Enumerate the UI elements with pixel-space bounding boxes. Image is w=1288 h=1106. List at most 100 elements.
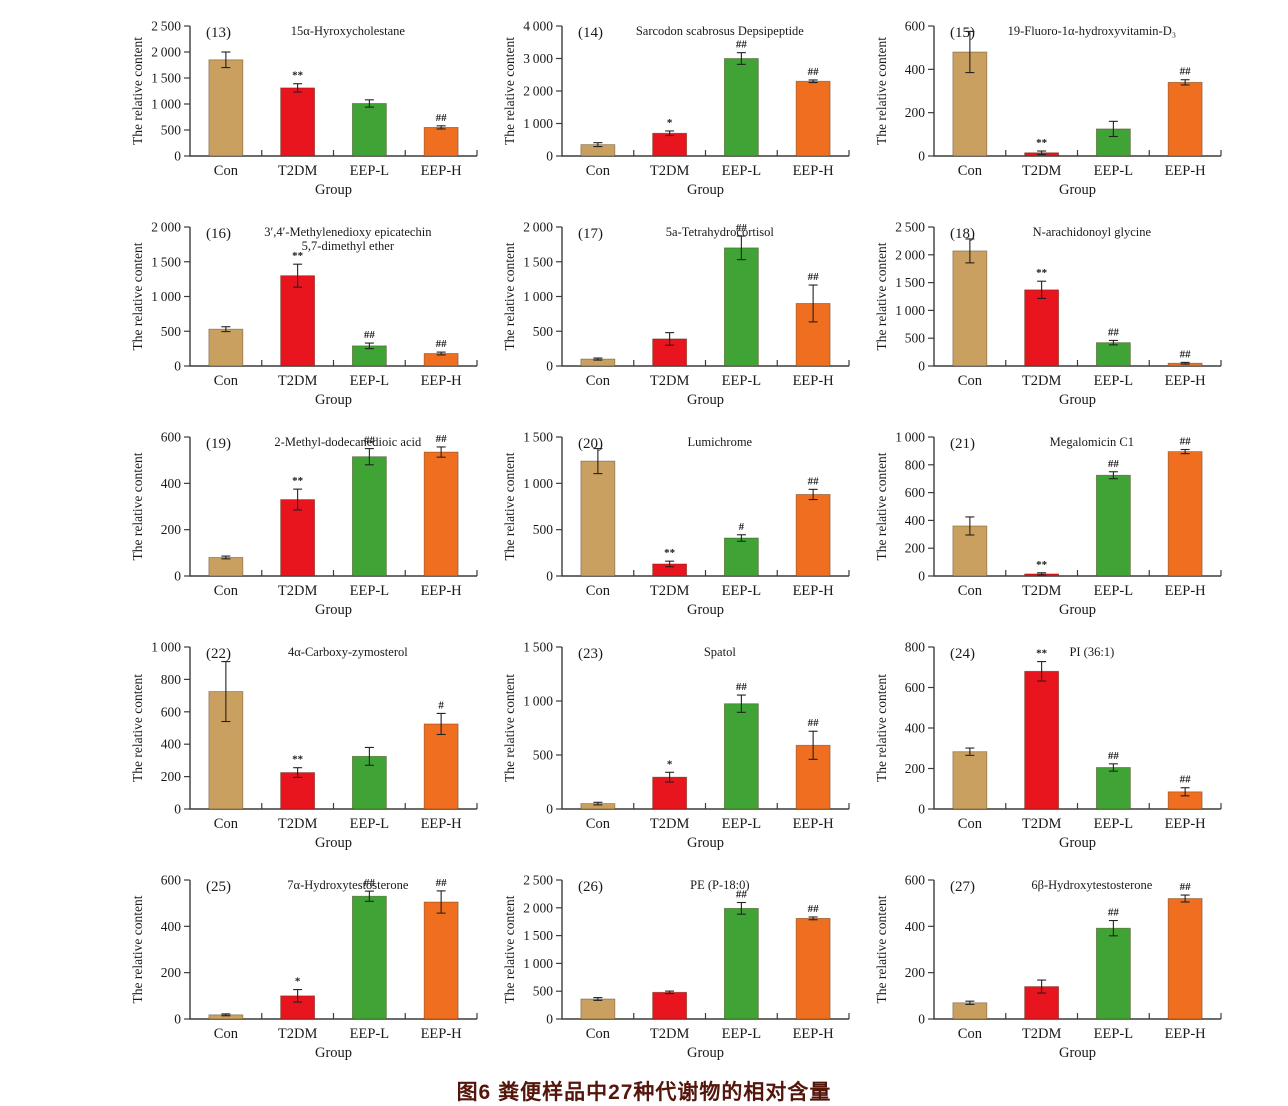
errorbar-EEP-L: [364, 342, 374, 350]
bar-EEP-L: [723, 703, 759, 810]
errorbar-EEP-L: [736, 694, 746, 713]
significance-marker: ##: [808, 717, 820, 729]
errorbar-EEP-H: [1180, 448, 1190, 455]
y-tick-label: 1 500: [523, 640, 553, 655]
errorbar-EEP-H: [808, 730, 818, 760]
y-axis-label: The relative content: [130, 37, 145, 145]
x-category-label: Con: [214, 1026, 239, 1042]
y-tick-label: 0: [918, 569, 925, 584]
y-tick-label: 1 000: [523, 116, 553, 131]
errorbar-T2DM: [1037, 572, 1047, 576]
chart-18: 0 500 1 000 1 500 2 000 2 500 Con ** T2DM ## EEP-L…: [874, 220, 1222, 408]
bar-EEP-L: [351, 895, 387, 1020]
errorbar-T2DM: [1037, 979, 1047, 994]
errorbar-EEP-H: [436, 351, 446, 356]
y-tick-label: 0: [546, 149, 553, 164]
x-category-label: Con: [586, 1026, 611, 1042]
significance-marker: ##: [736, 889, 748, 901]
x-category-label: EEP-H: [1165, 163, 1207, 179]
x-category-label: Con: [958, 163, 983, 179]
errorbar-EEP-L: [364, 448, 374, 466]
chart-panel-21: 0 200 400 600 800 1 000 Con ** T2DM ## EEP-L ## EEP-…: [870, 419, 1242, 629]
significance-marker: **: [664, 547, 676, 559]
x-category-label: Con: [958, 583, 983, 599]
errorbar-EEP-H: [1180, 894, 1190, 903]
significance-marker: ##: [1108, 907, 1120, 919]
x-category-label: Con: [214, 373, 239, 389]
chart-20: 0 500 1 000 1 500 Con ** T2DM # EEP-L ## EEP-H (20)…: [502, 430, 850, 618]
significance-marker: ##: [436, 112, 448, 124]
x-category-label: Con: [586, 816, 611, 832]
y-tick-label: 600: [161, 430, 182, 445]
y-axis-label: The relative content: [130, 895, 145, 1003]
chart-19: 0 200 400 600 Con ** T2DM ## EEP-L ## EEP-H (19) 2-M…: [130, 430, 478, 618]
chart-panel-15: 0 200 400 600 Con ** T2DM EEP-L ## EEP-H (15) 19-Fl…: [870, 8, 1242, 209]
chart-16: 0 500 1 000 1 500 2 000 Con ** T2DM ## EEP-L ## EEP…: [130, 220, 478, 408]
chart-panel-13: 0 500 1 000 1 500 2 000 2 500 Con ** T2DM EEP-L ##…: [126, 8, 498, 209]
x-category-label: EEP-H: [421, 816, 463, 832]
y-tick-label: 1 000: [523, 956, 553, 971]
errorbar-Con: [221, 661, 231, 723]
x-category-label: T2DM: [650, 816, 690, 832]
errorbar-Con: [593, 997, 603, 1001]
significance-marker: ##: [364, 435, 376, 447]
y-tick-label: 800: [905, 457, 926, 472]
y-tick-label: 0: [174, 569, 181, 584]
errorbar-T2DM: [665, 771, 675, 783]
y-tick-label: 1 000: [523, 476, 553, 491]
y-axis-label: The relative content: [130, 242, 145, 350]
y-axis-label: The relative content: [874, 452, 889, 560]
significance-marker: #: [739, 521, 745, 533]
chart-24: 0 200 400 600 800 Con ** T2DM ## EEP-L ## EEP-H (24)…: [874, 640, 1222, 851]
y-axis-label: The relative content: [130, 452, 145, 560]
significance-marker: ##: [1180, 881, 1192, 893]
y-tick-label: 1 000: [895, 303, 925, 318]
chart-17: 0 500 1 000 1 500 2 000 Con T2DM ## EEP-L ## EEP-H…: [502, 220, 850, 408]
errorbar-T2DM: [665, 990, 675, 995]
y-tick-label: 0: [918, 149, 925, 164]
significance-marker: ##: [1108, 750, 1120, 762]
errorbar-EEP-L: [364, 99, 374, 108]
y-tick-label: 600: [905, 680, 926, 695]
significance-marker: **: [292, 70, 304, 82]
chart-title: 6β-Hydroxytestosterone: [1031, 878, 1152, 892]
x-category-label: EEP-H: [793, 163, 835, 179]
panel-number: (25): [206, 879, 231, 895]
chart-22: 0 200 400 600 800 1 000 Con ** T2DM EEP-L # EEP-H (2…: [130, 640, 478, 851]
errorbar-EEP-L: [1108, 763, 1118, 772]
y-tick-label: 2 000: [151, 220, 181, 235]
significance-marker: ##: [808, 271, 820, 283]
x-axis-label: Group: [687, 835, 724, 851]
x-category-label: EEP-L: [722, 163, 761, 179]
y-tick-label: 0: [546, 1012, 553, 1027]
y-tick-label: 1 000: [151, 289, 181, 304]
x-category-label: EEP-L: [350, 163, 389, 179]
bar-EEP-H: [795, 494, 831, 577]
bar-EEP-L: [1095, 474, 1131, 577]
panel-number: (15): [950, 25, 975, 41]
significance-marker: ##: [1180, 348, 1192, 360]
y-tick-label: 0: [918, 1012, 925, 1027]
errorbar-Con: [965, 516, 975, 536]
x-category-label: EEP-L: [350, 1026, 389, 1042]
chart-13: 0 500 1 000 1 500 2 000 2 500 Con ** T2DM EEP-L ##…: [130, 19, 478, 198]
significance-marker: **: [292, 754, 304, 766]
errorbar-EEP-L: [1108, 339, 1118, 346]
x-category-label: EEP-H: [421, 373, 463, 389]
y-tick-label: 4 000: [523, 19, 553, 34]
y-tick-label: 3 000: [523, 51, 553, 66]
x-axis-label: Group: [315, 602, 352, 618]
y-tick-label: 1 000: [523, 289, 553, 304]
errorbar-EEP-L: [736, 901, 746, 915]
y-axis-label: The relative content: [502, 242, 517, 350]
y-tick-label: 2 000: [151, 45, 181, 60]
x-category-label: EEP-L: [1094, 816, 1133, 832]
chart-panel-18: 0 500 1 000 1 500 2 000 2 500 Con ** T2DM ## EEP-L…: [870, 209, 1242, 419]
y-tick-label: 400: [905, 62, 926, 77]
errorbar-EEP-H: [436, 125, 446, 130]
x-category-label: EEP-H: [1165, 373, 1207, 389]
y-tick-label: 600: [905, 19, 926, 34]
x-category-label: EEP-H: [793, 373, 835, 389]
y-tick-label: 2 500: [523, 873, 553, 888]
y-tick-label: 0: [918, 802, 925, 817]
